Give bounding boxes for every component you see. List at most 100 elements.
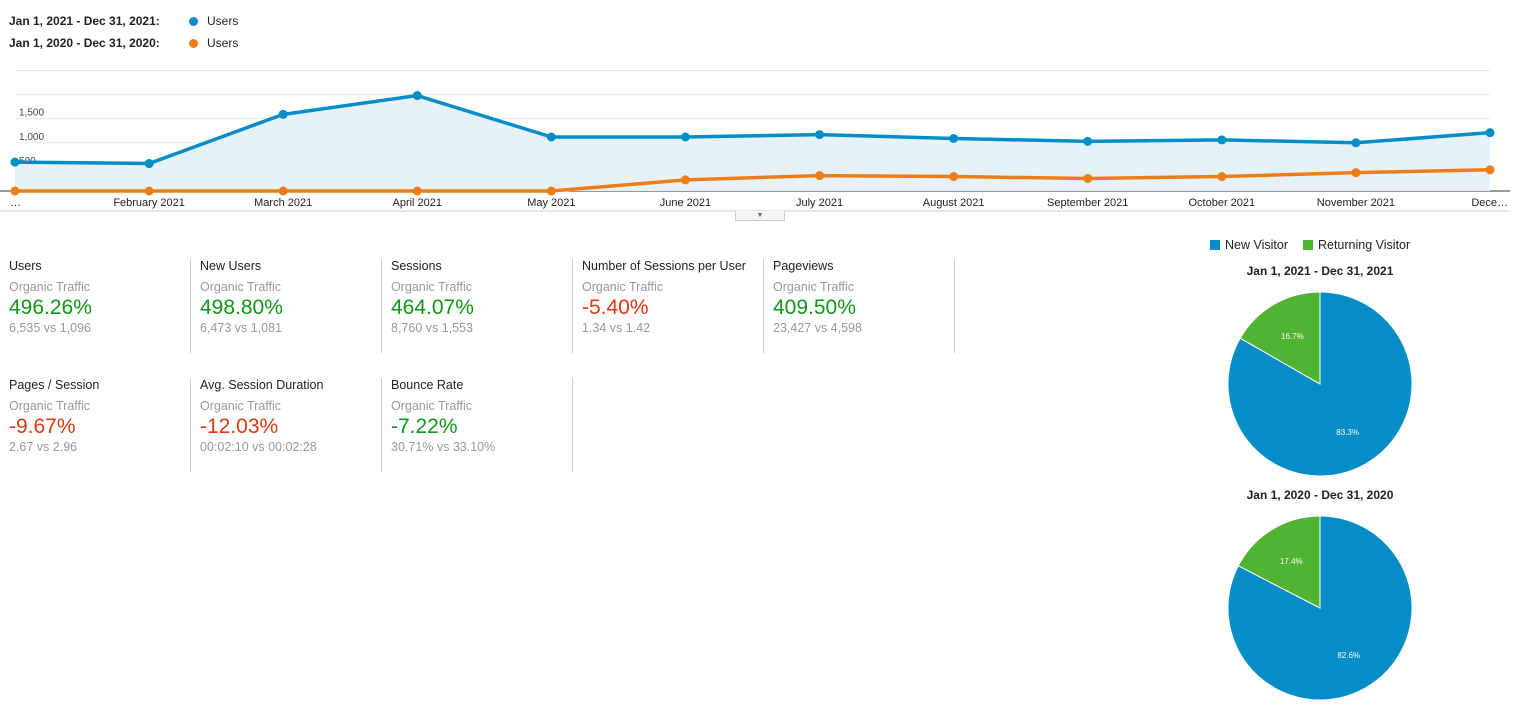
metric-change: 498.80% [200,296,283,319]
data-point-series-0[interactable] [278,109,288,119]
metric-segment: Organic Traffic [9,280,91,294]
data-point-series-1[interactable] [1351,168,1361,178]
metric-compare: 00:02:10 vs 00:02:28 [200,440,317,454]
metric-segment: Organic Traffic [9,399,91,413]
x-tick-label: May 2021 [527,197,575,209]
data-point-series-1[interactable] [546,186,556,196]
pie-slice-label: 16.7% [1281,332,1304,341]
pie-slice-new-visitor[interactable] [1227,291,1413,477]
data-point-series-1[interactable] [1217,172,1227,182]
metric-pages-per-session: Pages / Session Organic Traffic -9.67% 2… [0,378,191,472]
x-tick-label: February 2021 [113,197,185,209]
chart-collapse-handle[interactable]: ▼ [735,211,785,221]
legend-date-range: Jan 1, 2021 - Dec 31, 2021: [9,14,160,28]
metric-name: Users [9,259,42,273]
metric-change: -9.67% [9,415,76,438]
x-tick-label: September 2021 [1047,197,1128,209]
data-point-series-0[interactable] [949,133,959,143]
metric-compare: 6,535 vs 1,096 [9,321,92,335]
metric-compare: 6,473 vs 1,081 [200,321,283,335]
metric-segment: Organic Traffic [200,399,282,413]
metric-change: 464.07% [391,296,474,319]
pie-legend-label: Returning Visitor [1317,238,1411,252]
data-point-series-0[interactable] [815,130,825,140]
metric-name: Sessions [391,259,442,273]
metric-segment: Organic Traffic [582,280,664,294]
metric-compare: 23,427 vs 4,598 [773,321,862,335]
pie-slice-label: 83.3% [1336,428,1359,437]
data-point-series-0[interactable] [546,132,556,142]
pie-title-2020: Jan 1, 2020 - Dec 31, 2020 [1246,488,1394,502]
data-point-series-1[interactable] [949,172,959,182]
x-tick-label: October 2021 [1188,197,1255,209]
metric-compare: 30.71% vs 33.10% [391,440,496,454]
data-point-series-1[interactable] [10,186,20,196]
data-point-series-1[interactable] [1485,165,1495,175]
metric-compare: 1.34 vs 1.42 [582,321,651,335]
metric-users: Users Organic Traffic 496.26% 6,535 vs 1… [0,259,191,353]
pie-legend-returning-visitor: Returning Visitor [1302,238,1411,252]
pie-chart-2021: 83.3% 16.7% [1227,291,1413,477]
legend-series-label: Users [207,36,239,50]
metric-change: 496.26% [9,296,92,319]
metric-bounce-rate: Bounce Rate Organic Traffic -7.22% 30.71… [382,378,573,472]
x-tick-label: April 2021 [392,197,442,209]
x-tick-label: June 2021 [660,197,711,209]
y-tick-label: 1,500 [19,108,44,119]
pie-slice-label: 17.4% [1280,557,1303,566]
pie-title-2021: Jan 1, 2021 - Dec 31, 2021 [1246,264,1394,278]
data-point-series-0[interactable] [144,159,154,169]
pie-slice-returning-visitor[interactable] [1239,291,1321,385]
pie-legend: New Visitor Returning Visitor [1210,238,1425,252]
metric-segment: Organic Traffic [773,280,855,294]
metric-change: -7.22% [391,415,458,438]
metric-name: New Users [200,259,262,273]
x-tick-label: Dece… [1471,197,1508,209]
data-point-series-0[interactable] [680,132,690,142]
legend-swatch [1210,240,1220,250]
data-point-series-0[interactable] [1083,136,1093,146]
series-line-1 [15,168,1491,193]
data-point-series-1[interactable] [144,186,154,196]
x-tick-label: August 2021 [923,197,985,209]
pie-legend-label: New Visitor [1225,238,1288,252]
x-tick-label: March 2021 [254,197,312,209]
metric-avg-session-duration: Avg. Session Duration Organic Traffic -1… [191,378,382,472]
pie-slice-label: 82.6% [1337,651,1360,660]
metric-sessions-per-user: Number of Sessions per User Organic Traf… [573,259,764,353]
chart-legend: Jan 1, 2021 - Dec 31, 2021: Users Jan 1,… [9,10,238,54]
metric-segment: Organic Traffic [391,280,473,294]
data-point-series-1[interactable] [412,186,422,196]
data-point-series-0[interactable] [1351,138,1361,148]
metric-segment: Organic Traffic [200,280,282,294]
metric-name: Pages / Session [9,378,100,392]
metric-change: 409.50% [773,296,856,319]
data-point-series-1[interactable] [680,175,690,185]
metric-new-users: New Users Organic Traffic 498.80% 6,473 … [191,259,382,353]
metric-change: -5.40% [582,296,649,319]
metric-sessions: Sessions Organic Traffic 464.07% 8,760 v… [382,259,573,353]
metric-pageviews: Pageviews Organic Traffic 409.50% 23,427… [764,259,955,353]
data-point-series-0[interactable] [1485,128,1495,138]
data-point-series-1[interactable] [1083,173,1093,183]
data-point-series-1[interactable] [815,171,825,181]
pie-chart-2020: 82.6% 17.4% [1227,515,1413,701]
series-line-0 [14,93,1491,166]
metric-compare: 2.67 vs 2.96 [9,440,78,454]
legend-date-range: Jan 1, 2020 - Dec 31, 2020: [9,36,160,50]
x-tick-label: July 2021 [796,197,843,209]
data-point-series-0[interactable] [412,91,422,101]
legend-dot [189,16,198,26]
pie-slice-returning-visitor[interactable] [1237,515,1321,609]
data-point-series-0[interactable] [10,157,20,167]
data-point-series-1[interactable] [278,186,288,196]
legend-dot [189,38,198,48]
pie-legend-new-visitor: New Visitor [1210,238,1288,252]
metric-segment: Organic Traffic [391,399,473,413]
y-tick-label: 1,000 [19,132,44,143]
x-tick-label: … [10,197,21,209]
legend-row-current: Jan 1, 2021 - Dec 31, 2021: Users [9,10,238,32]
data-point-series-0[interactable] [1217,135,1227,145]
legend-row-previous: Jan 1, 2020 - Dec 31, 2020: Users [9,32,238,54]
